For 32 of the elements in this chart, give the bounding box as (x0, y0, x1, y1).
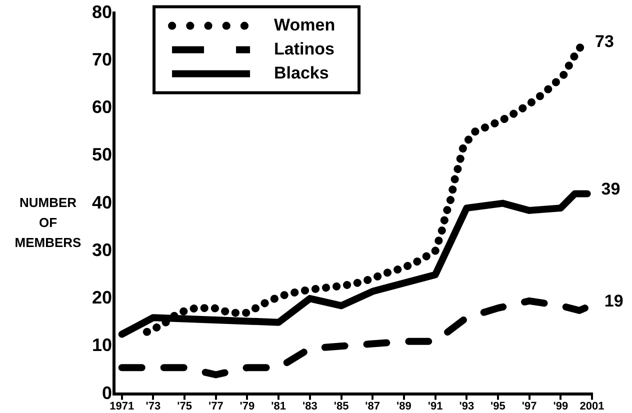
y-tick-label: 20 (92, 288, 112, 308)
y-tick-label: 60 (92, 97, 112, 118)
x-tick-label: '79 (240, 400, 255, 412)
x-tick-label: '95 (490, 400, 506, 412)
x-tick-label: '97 (522, 400, 537, 412)
x-tick-label: '89 (396, 400, 412, 412)
x-tick-label: '77 (208, 400, 224, 412)
x-tick-label: '75 (177, 400, 192, 412)
x-tick-label: '99 (553, 400, 568, 412)
x-tick-label: '93 (459, 400, 474, 412)
text: 73 (595, 32, 614, 51)
legend-label: Latinos (274, 39, 334, 58)
x-tick-label: '85 (334, 400, 349, 412)
y-tick-label: 0 (102, 382, 112, 403)
text: 39 (601, 179, 620, 198)
text: 19 (604, 291, 624, 310)
y-axis-title: NUMBER OF MEMBERS (14, 194, 82, 250)
x-tick-label: 1971 (110, 400, 134, 412)
x-tick-label: '87 (365, 400, 380, 412)
y-tick-label: 70 (92, 49, 112, 70)
x-tick-label: '81 (271, 400, 286, 412)
y-tick-label: 30 (92, 240, 112, 260)
x-tick-label: 2001 (580, 400, 604, 412)
x-tick-label: '73 (146, 400, 161, 412)
y-tick-label: 10 (92, 335, 112, 356)
y-tick-label: 50 (92, 144, 112, 165)
legend-label: Blacks (274, 63, 329, 82)
x-tick-label: '91 (428, 400, 443, 412)
legend-label: Women (274, 15, 336, 34)
y-tick-label: 40 (92, 192, 112, 212)
x-tick-label: '83 (302, 400, 318, 412)
y-tick-label: 80 (92, 2, 112, 22)
